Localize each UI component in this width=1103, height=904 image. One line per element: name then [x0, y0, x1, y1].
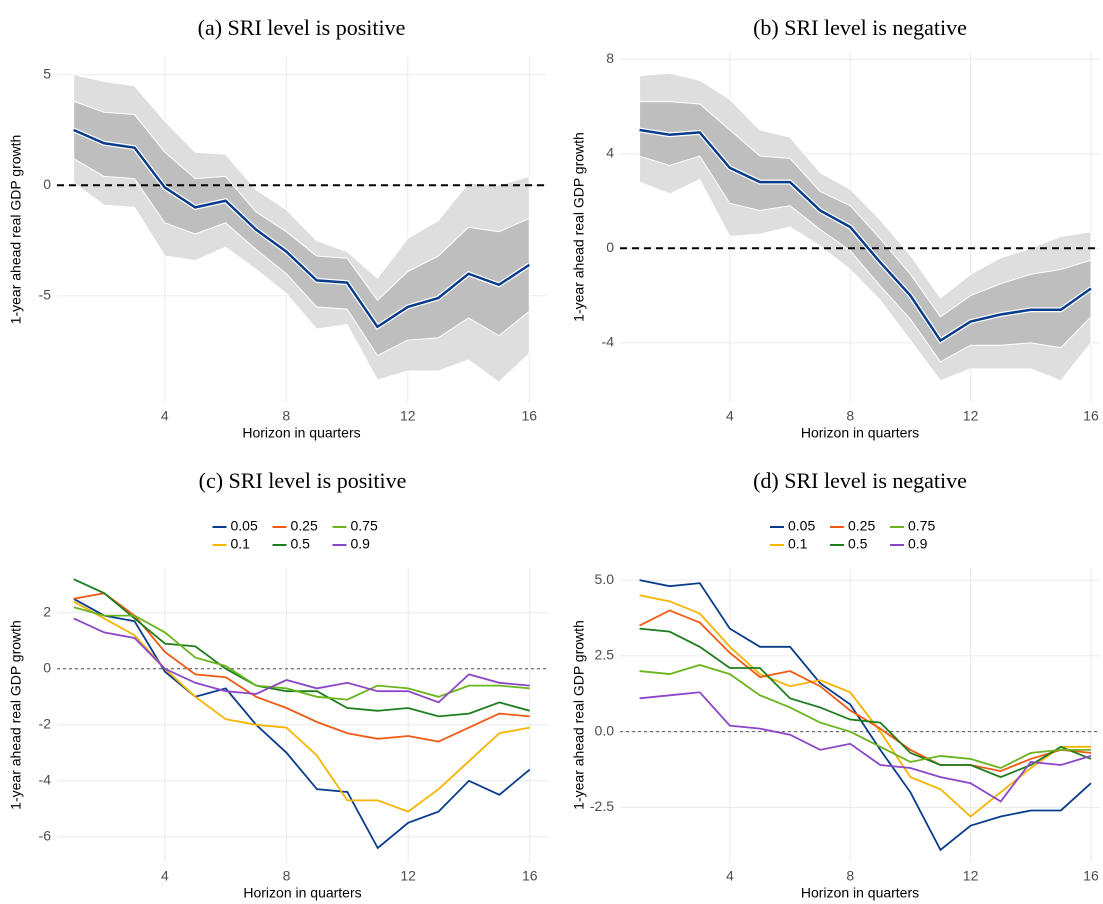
y-tick-label: 8 — [606, 50, 614, 66]
series-line — [639, 609, 1092, 773]
x-axis-label: Horizon in quarters — [801, 885, 919, 901]
x-tick-label: 16 — [522, 868, 538, 884]
series-line — [73, 598, 531, 850]
legend-label: 0.75 — [351, 518, 378, 534]
series-line — [73, 578, 530, 718]
panel-title: (b) SRI level is negative — [753, 15, 967, 40]
legend-label: 0.5 — [848, 536, 868, 552]
band-area — [73, 74, 530, 383]
legend-label: 0.25 — [848, 518, 875, 534]
x-tick-label: 4 — [161, 408, 169, 424]
y-tick-label: -6 — [39, 828, 52, 844]
y-axis-label: 1-year ahead real GDP growth — [8, 135, 24, 325]
series-line — [73, 617, 530, 704]
x-tick-label: 4 — [726, 868, 734, 884]
legend-label: 0.05 — [231, 518, 258, 534]
y-tick-label: 0 — [606, 239, 614, 255]
legend-label: 0.25 — [291, 518, 318, 534]
series-line — [639, 627, 1092, 779]
series-line — [639, 128, 1092, 343]
y-tick-label: -4 — [39, 772, 52, 788]
series-line — [639, 594, 1091, 818]
x-tick-label: 12 — [400, 868, 416, 884]
y-tick-label: 2 — [43, 604, 51, 620]
x-axis-label: Horizon in quarters — [801, 425, 919, 441]
y-tick-label: -2.5 — [590, 798, 614, 814]
series-line — [73, 592, 530, 743]
x-tick-label: 8 — [282, 408, 290, 424]
series-line — [73, 606, 530, 701]
x-tick-label: 16 — [1083, 408, 1099, 424]
series-line — [639, 691, 1092, 803]
x-tick-label: 8 — [846, 408, 854, 424]
legend-label: 0.75 — [908, 518, 935, 534]
legend-label: 0.1 — [231, 536, 251, 552]
legend-label: 0.9 — [351, 536, 371, 552]
x-tick-label: 12 — [400, 408, 416, 424]
y-axis-label: 1-year ahead real GDP growth — [571, 132, 587, 322]
legend-label: 0.5 — [291, 536, 311, 552]
x-tick-label: 12 — [963, 868, 979, 884]
legend-label: 0.9 — [908, 536, 928, 552]
x-tick-label: 8 — [283, 868, 291, 884]
x-axis-label: Horizon in quarters — [243, 885, 361, 901]
x-tick-label: 8 — [846, 868, 854, 884]
series-line — [639, 664, 1091, 770]
y-tick-label: 0 — [43, 660, 51, 676]
series-line — [639, 579, 1092, 852]
y-tick-label: -5 — [39, 287, 52, 303]
y-tick-label: -2 — [39, 716, 52, 732]
y-axis-label: 1-year ahead real GDP growth — [571, 620, 587, 810]
y-tick-label: 2.5 — [595, 647, 615, 663]
panel-title: (a) SRI level is positive — [198, 15, 406, 40]
x-tick-label: 16 — [1083, 868, 1099, 884]
y-tick-label: 4 — [606, 144, 614, 160]
series-line — [73, 600, 530, 813]
band-area — [73, 100, 530, 357]
y-axis-label: 1-year ahead real GDP growth — [8, 620, 24, 810]
panel-title: (c) SRI level is positive — [199, 468, 407, 493]
x-tick-label: 4 — [161, 868, 169, 884]
x-tick-label: 16 — [522, 408, 538, 424]
y-tick-label: 5 — [43, 65, 51, 81]
series-line — [73, 128, 530, 329]
panel-title: (d) SRI level is negative — [753, 468, 967, 493]
y-tick-label: 5.0 — [595, 571, 615, 587]
legend-label: 0.05 — [788, 518, 815, 534]
y-tick-label: 0 — [43, 176, 51, 192]
x-axis-label: Horizon in quarters — [242, 425, 360, 441]
band-area — [639, 101, 1092, 363]
y-tick-label: -4 — [602, 334, 615, 350]
x-tick-label: 12 — [963, 408, 979, 424]
legend-label: 0.1 — [788, 536, 808, 552]
x-tick-label: 4 — [726, 408, 734, 424]
y-tick-label: 0.0 — [595, 722, 615, 738]
